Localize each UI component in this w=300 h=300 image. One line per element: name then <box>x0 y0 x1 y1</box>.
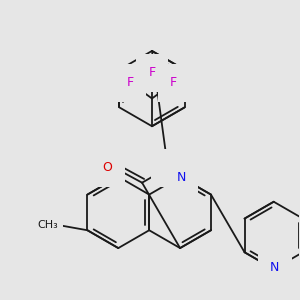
Text: N: N <box>163 161 172 174</box>
Text: F: F <box>148 66 155 79</box>
Text: N: N <box>176 171 186 184</box>
Text: F: F <box>127 76 134 89</box>
Text: O: O <box>103 161 112 174</box>
Text: F: F <box>170 76 177 89</box>
Text: CH₃: CH₃ <box>37 220 58 230</box>
Text: H: H <box>181 161 190 174</box>
Text: N: N <box>270 261 279 274</box>
